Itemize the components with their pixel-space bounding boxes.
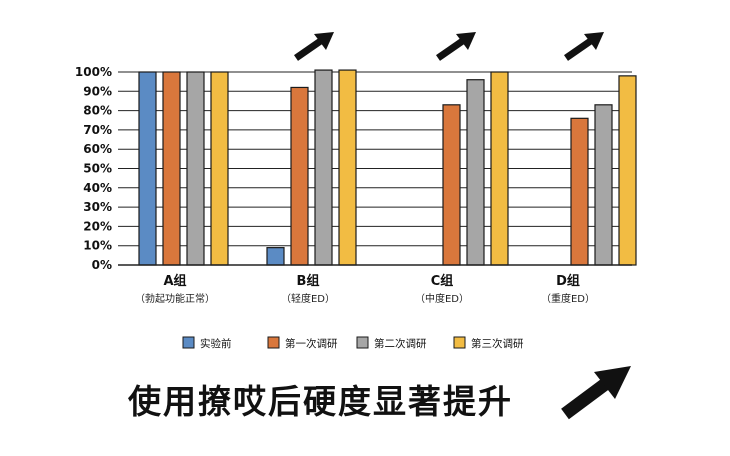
legend-swatch	[356, 336, 369, 349]
y-tick-label: 100%	[75, 65, 112, 79]
trend-arrow-icon	[436, 32, 476, 61]
y-tick-label: 10%	[83, 239, 112, 253]
legend: 实验前 第一次调研 第二次调研 第三次调研	[182, 336, 524, 350]
x-category-label: A组	[163, 273, 186, 289]
x-category-sublabel: （重度ED）	[541, 292, 595, 305]
bar	[266, 247, 285, 266]
y-tick-label: 90%	[83, 84, 112, 98]
bar	[138, 71, 157, 266]
trend-arrow-icon	[564, 32, 604, 61]
bar	[314, 69, 333, 266]
y-tick-label: 40%	[83, 181, 112, 195]
y-tick-label: 60%	[83, 142, 112, 156]
legend-swatch	[182, 336, 195, 349]
bar	[442, 104, 461, 266]
x-category-label: C组	[431, 273, 454, 289]
x-category-label: D组	[556, 273, 580, 289]
arrow-up-right-icon	[561, 366, 631, 420]
x-category-sublabel: （勃起功能正常）	[135, 292, 215, 305]
x-axis-labels: A组 （勃起功能正常） B组 （轻度ED） C组 （中度ED） D组 （重度ED）	[135, 273, 595, 305]
bar	[290, 86, 309, 266]
trend-arrows	[294, 32, 604, 61]
bar	[186, 71, 205, 266]
x-category-label: B组	[297, 273, 320, 289]
legend-item: 实验前	[182, 336, 232, 350]
y-tick-label: 20%	[83, 219, 112, 233]
y-tick-label: 80%	[83, 104, 112, 118]
trend-arrow-icon	[294, 32, 334, 61]
legend-label: 第二次调研	[374, 337, 427, 350]
y-axis-ticks: 0% 10% 20% 30% 40% 50% 60% 70% 80% 90% 100%	[75, 65, 112, 272]
y-tick-label: 50%	[83, 162, 112, 176]
bar	[338, 69, 357, 266]
y-tick-label: 0%	[92, 258, 112, 272]
legend-item: 第一次调研	[267, 336, 338, 350]
legend-swatch	[267, 336, 280, 349]
bar	[594, 104, 613, 266]
bar	[162, 71, 181, 266]
y-tick-label: 30%	[83, 200, 112, 214]
legend-swatch	[453, 336, 466, 349]
bar	[570, 117, 589, 266]
headline: 使用撩哎后硬度显著提升	[128, 382, 513, 421]
legend-item: 第三次调研	[453, 336, 524, 350]
bar	[210, 71, 229, 266]
legend-label: 第三次调研	[471, 337, 524, 350]
x-category-sublabel: （轻度ED）	[281, 292, 335, 305]
x-category-sublabel: （中度ED）	[415, 292, 469, 305]
bar	[618, 75, 637, 266]
legend-label: 实验前	[200, 337, 232, 350]
bar	[466, 79, 485, 266]
legend-label: 第一次调研	[285, 337, 338, 350]
y-tick-label: 70%	[83, 123, 112, 137]
legend-item: 第二次调研	[356, 336, 427, 350]
bar	[490, 71, 509, 266]
bars	[138, 69, 637, 266]
